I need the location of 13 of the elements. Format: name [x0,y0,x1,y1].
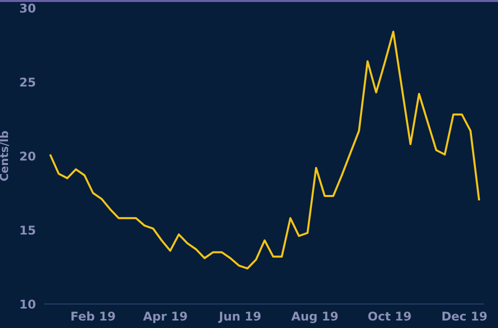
y-tick-label: 10 [19,297,36,312]
x-tick-label: Apr 19 [143,310,188,324]
y-axis-title: Cents/lb [0,130,11,182]
y-tick-label: 15 [19,223,36,238]
y-tick-label: 20 [19,149,36,164]
x-tick-label: Oct 19 [368,310,412,324]
y-tick-label: 25 [19,75,36,90]
x-tick-label: Dec 19 [441,310,488,324]
y-tick-label: 30 [19,1,36,16]
x-tick-label: Jun 19 [218,310,262,324]
x-tick-label: Feb 19 [70,310,116,324]
x-tick-label: Aug 19 [291,310,339,324]
line-series [49,30,480,270]
